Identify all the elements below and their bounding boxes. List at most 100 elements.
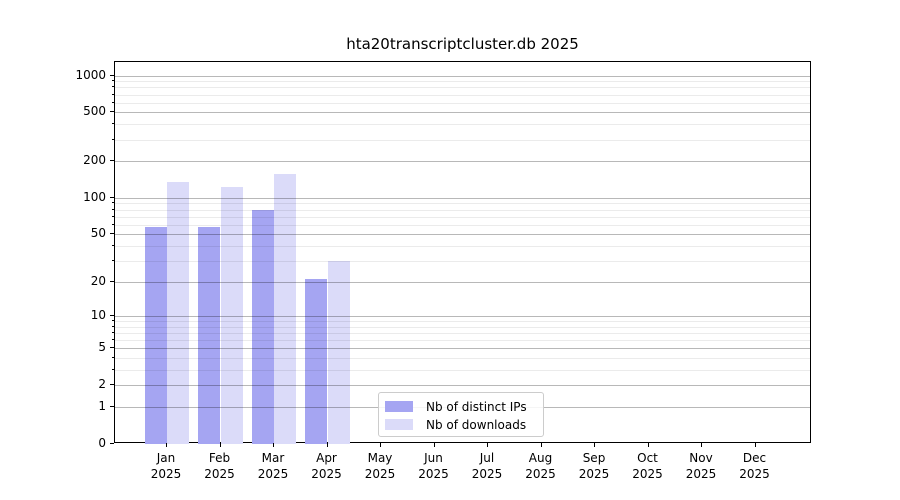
x-tick-jun xyxy=(433,443,435,447)
y-minor-tick-300 xyxy=(112,138,114,140)
bar-feb-distinct-ips xyxy=(198,227,221,444)
x-tick-may xyxy=(380,443,381,447)
bar-apr-distinct-ips xyxy=(305,279,328,444)
gridline-minor-7 xyxy=(115,333,810,335)
y-minor-tick-600 xyxy=(112,101,114,103)
gridline-major-500 xyxy=(115,112,810,114)
x-tick-label-may: May 2025 xyxy=(364,451,396,481)
x-tick-label-sep: Sep 2025 xyxy=(578,451,610,481)
gridline-major-200 xyxy=(115,161,810,163)
x-tick-label-oct: Oct 2025 xyxy=(632,451,663,481)
gridline-major-5 xyxy=(115,348,810,350)
y-minor-tick-80 xyxy=(112,208,114,210)
y-minor-tick-7 xyxy=(112,332,114,334)
y-minor-tick-70 xyxy=(112,215,114,217)
y-minor-tick-400 xyxy=(112,123,114,125)
gridline-minor-300 xyxy=(115,139,810,141)
x-tick-label-feb: Feb 2025 xyxy=(204,451,235,481)
gridline-minor-60 xyxy=(115,224,810,226)
y-minor-tick-30 xyxy=(112,259,114,261)
y-tick-50 xyxy=(110,233,114,235)
x-tick-label-aug: Aug 2025 xyxy=(525,451,556,481)
y-tick-1 xyxy=(110,406,114,408)
gridline-major-10 xyxy=(115,316,810,318)
y-tick-20 xyxy=(110,280,114,282)
y-tick-1000 xyxy=(110,74,114,76)
x-tick-label-jul: Jul 2025 xyxy=(471,451,503,481)
gridline-minor-70 xyxy=(115,216,810,218)
gridline-minor-700 xyxy=(115,94,810,96)
plot-area xyxy=(114,61,811,444)
y-tick-label-2: 2 xyxy=(98,377,106,392)
y-minor-tick-60 xyxy=(112,223,114,225)
y-minor-tick-8 xyxy=(112,325,114,327)
x-tick-label-dec: Dec 2025 xyxy=(739,451,770,481)
y-tick-label-50: 50 xyxy=(90,226,106,241)
gridline-minor-4 xyxy=(115,358,810,360)
y-tick-label-200: 200 xyxy=(83,153,106,168)
gridline-minor-3 xyxy=(115,370,810,372)
x-tick-label-jan: Jan 2025 xyxy=(150,451,182,481)
gridline-minor-6 xyxy=(115,340,810,342)
x-tick-nov xyxy=(701,443,702,447)
bar-feb-downloads xyxy=(220,186,243,444)
y-tick-200 xyxy=(110,160,114,162)
y-tick-label-1: 1 xyxy=(98,399,106,414)
x-tick-label-apr: Apr 2025 xyxy=(311,451,342,481)
gridline-minor-8 xyxy=(115,326,810,328)
y-minor-tick-700 xyxy=(112,93,114,95)
x-tick-jul xyxy=(487,443,488,447)
y-tick-100 xyxy=(110,196,114,198)
y-minor-tick-900 xyxy=(112,80,114,82)
x-tick-label-mar: Mar 2025 xyxy=(257,451,289,481)
bar-jan-distinct-ips xyxy=(144,226,167,444)
y-tick-500 xyxy=(110,111,114,113)
gridline-major-20 xyxy=(115,281,810,283)
y-minor-tick-9 xyxy=(112,320,114,322)
y-tick-10 xyxy=(110,315,114,317)
x-tick-mar xyxy=(273,443,274,447)
x-tick-feb xyxy=(219,443,221,447)
y-minor-tick-90 xyxy=(112,202,114,204)
y-minor-tick-4 xyxy=(112,357,114,359)
bar-mar-downloads xyxy=(274,173,297,444)
y-tick-label-5: 5 xyxy=(98,340,106,355)
gridline-major-2 xyxy=(115,385,810,387)
y-minor-tick-40 xyxy=(112,244,114,246)
x-tick-jan xyxy=(166,443,167,447)
y-tick-label-500: 500 xyxy=(83,104,106,119)
chart-title: hta20transcriptcluster.db 2025 xyxy=(346,35,579,53)
x-tick-label-jun: Jun 2025 xyxy=(418,451,449,481)
y-tick-0 xyxy=(110,443,114,444)
legend-item-downloads: Nb of downloads xyxy=(385,416,535,433)
legend-label-distinct-ips: Nb of distinct IPs xyxy=(426,399,527,414)
gridline-major-50 xyxy=(115,234,810,236)
legend: Nb of distinct IPs Nb of downloads xyxy=(378,392,544,437)
gridline-minor-800 xyxy=(115,87,810,89)
gridline-minor-9 xyxy=(115,321,810,323)
x-tick-label-nov: Nov 2025 xyxy=(685,451,717,481)
x-tick-aug xyxy=(540,443,542,447)
y-minor-tick-6 xyxy=(112,339,114,341)
gridline-minor-90 xyxy=(115,203,810,205)
y-tick-label-100: 100 xyxy=(83,189,106,204)
gridline-minor-80 xyxy=(115,209,810,211)
bar-apr-downloads xyxy=(327,260,350,444)
legend-swatch-distinct-ips xyxy=(385,401,413,412)
bar-mar-distinct-ips xyxy=(251,210,274,444)
y-tick-label-10: 10 xyxy=(90,308,106,323)
y-minor-tick-800 xyxy=(112,86,114,88)
gridline-minor-900 xyxy=(115,81,810,83)
gridline-major-1000 xyxy=(115,75,810,77)
gridline-major-100 xyxy=(115,197,810,199)
y-tick-label-20: 20 xyxy=(90,273,106,288)
x-tick-apr xyxy=(326,443,328,447)
y-tick-label-0: 0 xyxy=(98,436,106,450)
legend-label-downloads: Nb of downloads xyxy=(426,417,527,432)
x-tick-oct xyxy=(647,443,649,447)
y-tick-2 xyxy=(110,384,114,386)
legend-item-distinct-ips: Nb of distinct IPs xyxy=(385,398,535,415)
x-tick-sep xyxy=(594,443,595,447)
gridline-minor-30 xyxy=(115,260,810,262)
